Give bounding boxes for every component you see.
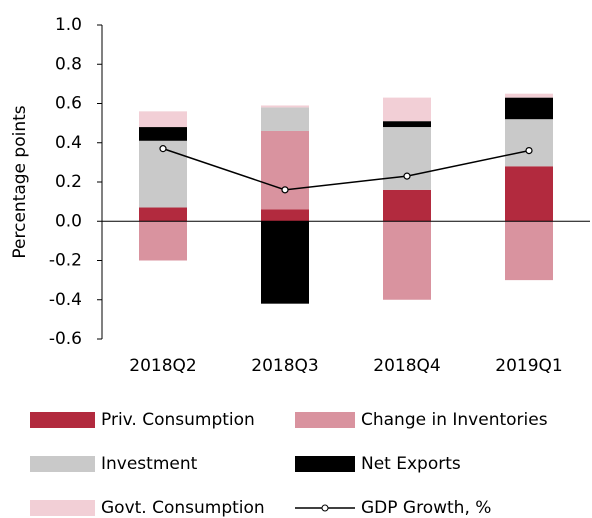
- x-tick-label: 2018Q3: [251, 356, 318, 376]
- bar: [261, 105, 309, 108]
- bar: [261, 107, 309, 131]
- bar: [505, 221, 553, 281]
- y-tick-label: -0.2: [49, 251, 82, 271]
- bar: [383, 127, 431, 190]
- legend-label: GDP Growth, %: [361, 498, 491, 518]
- y-axis-label: Percentage points: [10, 105, 30, 258]
- bar: [383, 221, 431, 300]
- bar: [261, 221, 309, 304]
- legend-swatch: [30, 500, 95, 516]
- x-tick-label: 2019Q1: [495, 356, 562, 376]
- y-tick-label: 0.8: [55, 54, 82, 74]
- legend-swatch: [295, 412, 355, 428]
- bar: [139, 207, 187, 222]
- x-tick-label: 2018Q4: [373, 356, 440, 376]
- line: [162, 147, 530, 191]
- legend-swatch: [30, 456, 95, 472]
- legend-label: Change in Inventories: [361, 410, 548, 430]
- y-tick-label: 0.6: [55, 94, 82, 114]
- y-tick-label: 1.0: [55, 15, 82, 35]
- legend-marker: [321, 504, 329, 512]
- legend-label: Priv. Consumption: [101, 410, 255, 430]
- line-marker: [525, 147, 533, 155]
- bar: [383, 97, 431, 122]
- bar: [139, 127, 187, 141]
- legend-label: Net Exports: [361, 454, 461, 474]
- line-marker: [281, 186, 289, 194]
- bar: [383, 121, 431, 128]
- line-marker: [403, 172, 411, 180]
- bar: [139, 111, 187, 128]
- bar: [383, 189, 431, 222]
- y-tick-label: 0.2: [55, 172, 82, 192]
- bar: [261, 130, 309, 210]
- y-tick-label: 0.4: [55, 133, 82, 153]
- legend-swatch: [295, 456, 355, 472]
- line-marker: [159, 145, 167, 153]
- bar: [505, 166, 553, 222]
- legend-label: Govt. Consumption: [101, 498, 265, 518]
- legend-swatch: [30, 412, 95, 428]
- bar: [505, 93, 553, 98]
- legend-label: Investment: [101, 454, 198, 474]
- y-tick-label: -0.6: [49, 329, 82, 349]
- y-tick-label: -0.4: [49, 290, 82, 310]
- bar: [261, 209, 309, 222]
- bar: [505, 97, 553, 120]
- bar: [139, 221, 187, 261]
- bar: [505, 119, 553, 167]
- x-tick-label: 2018Q2: [129, 356, 196, 376]
- y-tick-label: 0.0: [55, 211, 82, 231]
